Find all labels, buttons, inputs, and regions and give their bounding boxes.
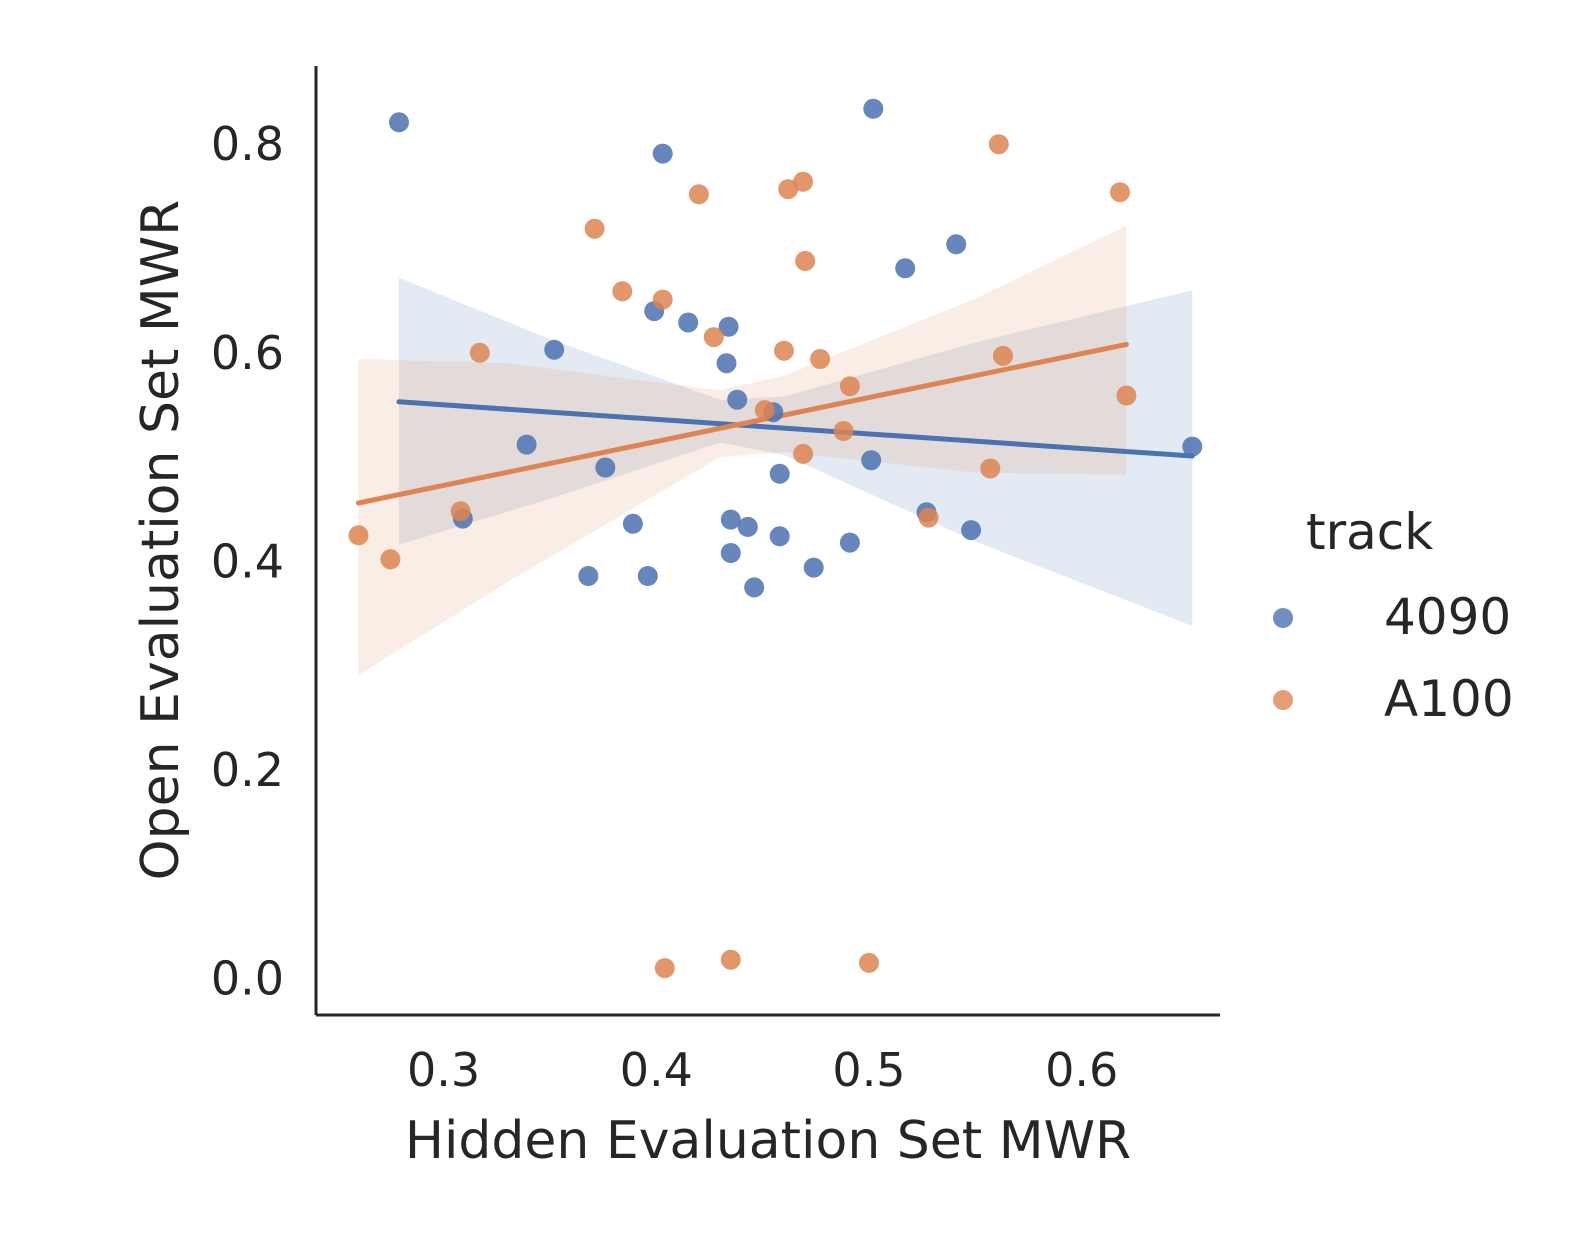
point-4090-22 xyxy=(961,520,982,541)
point-a100-21 xyxy=(918,507,939,528)
point-a100-18 xyxy=(793,443,814,464)
point-4090-0 xyxy=(389,112,409,133)
point-4090-6 xyxy=(678,312,699,333)
fit-line-4090 xyxy=(396,399,1195,459)
legend: track 4090 A100 xyxy=(1273,503,1514,728)
point-4090-3 xyxy=(946,234,967,255)
point-4090-23 xyxy=(769,526,790,547)
point-a100-10 xyxy=(469,342,490,363)
point-a100-15 xyxy=(1116,385,1137,406)
point-a100-19 xyxy=(980,458,1001,479)
point-4090-7 xyxy=(718,316,739,337)
legend-marker-a100 xyxy=(1273,690,1293,710)
point-a100-24 xyxy=(654,958,675,979)
legend-label-a100: A100 xyxy=(1384,670,1514,728)
point-a100-6 xyxy=(795,251,816,271)
y-tick-label: 0.8 xyxy=(211,117,284,171)
point-4090-24 xyxy=(839,532,860,553)
point-4090-14 xyxy=(861,450,882,471)
data-points xyxy=(348,98,1203,979)
point-a100-14 xyxy=(839,376,860,397)
point-4090-4 xyxy=(895,258,916,279)
confidence-bands xyxy=(358,225,1193,675)
point-4090-26 xyxy=(803,557,824,578)
point-a100-3 xyxy=(778,179,799,200)
point-4090-29 xyxy=(744,577,765,598)
point-a100-26 xyxy=(859,952,879,973)
point-4090-27 xyxy=(578,566,599,586)
regression-lines xyxy=(356,341,1195,506)
y-tick-label: 0.6 xyxy=(211,326,284,380)
point-4090-1 xyxy=(863,98,884,119)
point-a100-5 xyxy=(584,218,605,239)
x-tick-label: 0.4 xyxy=(620,1043,693,1097)
y-tick-labels: 0.0 0.2 0.4 0.6 0.8 xyxy=(211,117,284,1005)
point-a100-13 xyxy=(993,345,1013,366)
point-4090-21 xyxy=(737,516,758,537)
point-4090-25 xyxy=(720,543,741,563)
point-a100-2 xyxy=(688,184,709,205)
point-4090-15 xyxy=(595,457,616,478)
y-tick-label: 0.2 xyxy=(211,743,284,797)
point-4090-13 xyxy=(1182,436,1203,457)
point-a100-23 xyxy=(380,549,401,570)
point-a100-0 xyxy=(988,134,1009,155)
point-a100-12 xyxy=(810,349,831,369)
x-tick-label: 0.3 xyxy=(407,1043,480,1097)
ci-band-a100 xyxy=(358,225,1127,675)
y-tick-label: 0.4 xyxy=(211,534,284,588)
point-4090-12 xyxy=(516,434,537,455)
y-tick-label: 0.0 xyxy=(211,952,284,1006)
point-a100-8 xyxy=(652,289,673,310)
point-a100-16 xyxy=(754,400,775,421)
fit-line-a100 xyxy=(356,341,1129,506)
point-4090-19 xyxy=(622,513,643,534)
point-a100-11 xyxy=(774,340,794,361)
legend-label-4090: 4090 xyxy=(1384,588,1511,646)
point-a100-1 xyxy=(1110,182,1130,203)
point-4090-8 xyxy=(544,339,565,360)
legend-marker-4090 xyxy=(1273,608,1293,628)
y-axis-title: Open Evaluation Set MWR xyxy=(131,200,191,881)
point-a100-20 xyxy=(450,501,471,522)
x-tick-label: 0.6 xyxy=(1045,1043,1118,1097)
point-4090-10 xyxy=(727,389,748,410)
point-4090-28 xyxy=(637,566,658,586)
point-a100-17 xyxy=(833,421,854,441)
point-4090-2 xyxy=(652,143,673,164)
point-a100-22 xyxy=(348,525,369,546)
point-a100-25 xyxy=(720,949,741,970)
point-4090-16 xyxy=(769,463,790,484)
point-4090-9 xyxy=(716,353,737,374)
x-axis-title: Hidden Evaluation Set MWR xyxy=(405,1111,1131,1171)
point-4090-20 xyxy=(720,509,741,530)
x-tick-label: 0.5 xyxy=(832,1043,905,1097)
point-a100-9 xyxy=(703,327,724,348)
point-a100-7 xyxy=(612,281,633,302)
x-tick-labels: 0.3 0.4 0.5 0.6 xyxy=(407,1043,1118,1097)
legend-title: track xyxy=(1306,503,1433,561)
point-a100-4 xyxy=(793,171,814,192)
